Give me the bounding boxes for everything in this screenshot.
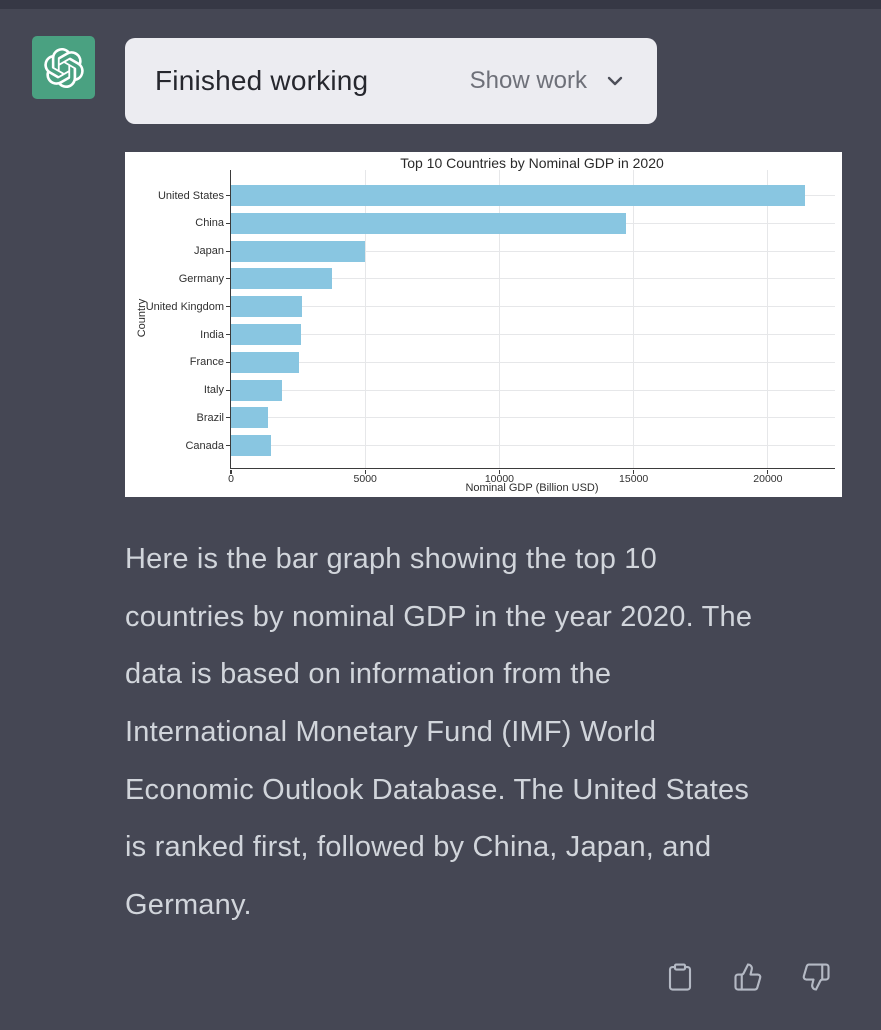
x-gridline	[498, 170, 500, 468]
y-gridline	[231, 445, 835, 447]
y-tick-label: Canada	[185, 439, 224, 452]
x-tick-mark	[230, 469, 232, 474]
y-tick-label: Brazil	[196, 411, 224, 424]
y-tick-mark	[225, 361, 230, 363]
bar-germany	[231, 268, 333, 290]
y-tick-mark	[225, 306, 230, 308]
y-tick-mark	[225, 417, 230, 419]
y-gridline	[231, 306, 835, 308]
x-gridline	[633, 170, 635, 468]
assistant-response-text: Here is the bar graph showing the top 10…	[125, 531, 841, 935]
bar-united-states	[231, 185, 806, 206]
clipboard-icon	[668, 963, 692, 991]
x-tick-mark	[767, 469, 769, 474]
y-tick-label: United Kingdom	[145, 300, 224, 313]
status-text: Finished working	[155, 65, 369, 96]
y-tick-mark	[225, 194, 230, 197]
x-tick-label: 0	[228, 473, 234, 485]
thumbs-down-button[interactable]	[799, 960, 833, 994]
response-text-line: Economic Outlook Database. The United St…	[125, 773, 750, 806]
chart-plot-area: 0 5000 10000 15000 20000 United States China Ja…	[146, 170, 835, 485]
chart-title: Top 10 Countries by Nominal GDP in 2020	[400, 155, 664, 171]
y-tick-label: Italy	[203, 384, 224, 397]
x-gridline	[364, 170, 366, 468]
bar-india	[231, 324, 301, 345]
y-tick-mark	[225, 222, 230, 224]
thumbs-down-icon	[802, 963, 830, 991]
thumbs-up-button[interactable]	[731, 960, 765, 994]
bar-france	[231, 351, 300, 373]
x-tick-mark	[498, 469, 501, 474]
show-work-button[interactable]: Show work	[470, 67, 627, 95]
y-tick-label: China	[195, 217, 224, 230]
y-tick-label: India	[200, 328, 224, 341]
chart-x-axis-label: Nominal GDP (Billion USD)	[465, 482, 599, 494]
x-tick-label: 10000	[484, 473, 515, 485]
bar-united-kingdom	[231, 296, 302, 318]
y-tick-mark	[225, 445, 230, 447]
y-gridline	[231, 417, 835, 419]
y-tick-mark	[225, 278, 230, 280]
chevron-down-icon	[607, 76, 623, 86]
response-text-line: is ranked first, followed by China, Japa…	[125, 831, 712, 864]
x-tick-mark	[633, 469, 635, 474]
y-gridline	[231, 250, 835, 252]
gdp-bar-chart-image: Top 10 Countries by Nominal GDP in 2020 …	[125, 152, 842, 497]
y-tick-label: Japan	[194, 245, 224, 258]
x-tick-label: 15000	[619, 473, 649, 485]
response-text-line: Here is the bar graph showing the top 10	[125, 543, 657, 575]
openai-logo-icon	[43, 47, 84, 88]
y-tick-label: United States	[157, 189, 224, 202]
x-gridline	[767, 170, 769, 468]
y-gridline	[231, 361, 835, 363]
previous-message-edge	[0, 0, 881, 9]
y-tick-mark	[225, 389, 230, 391]
y-tick-mark	[225, 333, 230, 336]
bar-italy	[231, 379, 282, 401]
copy-button[interactable]	[663, 960, 697, 994]
bar-brazil	[231, 407, 268, 429]
y-tick-mark	[225, 250, 230, 252]
response-text-line: International Monetary Fund (IMF) World	[125, 716, 657, 749]
response-text-line: Germany.	[125, 889, 252, 922]
bar-canada	[231, 435, 272, 457]
y-gridline	[231, 389, 835, 391]
response-text-line: data is based on information from the	[125, 658, 612, 691]
bar-japan	[231, 240, 366, 262]
show-work-label: Show work	[469, 67, 587, 94]
thumbs-up-icon	[734, 963, 762, 991]
x-tick-mark	[364, 469, 366, 474]
x-tick-label: 20000	[753, 473, 783, 485]
y-gridline	[231, 334, 835, 335]
x-tick-label: 5000	[353, 473, 377, 485]
chart-y-axis-label: Country	[136, 298, 148, 338]
assistant-avatar	[32, 36, 95, 99]
message-action-bar	[663, 960, 833, 994]
y-tick-label: France	[189, 356, 224, 369]
y-tick-label: Germany	[178, 272, 224, 285]
y-gridline	[231, 278, 835, 280]
code-interpreter-status-card: Finished working Show work	[125, 38, 657, 124]
bar-china	[231, 212, 626, 234]
response-text-line: countries by nominal GDP in the year 202…	[125, 600, 753, 633]
